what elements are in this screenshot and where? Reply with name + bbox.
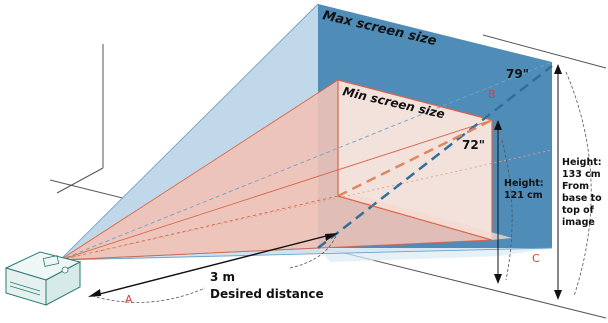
projector-lens [61,266,69,274]
min-height-arrow-top [494,120,502,130]
distance-arrowhead-end [325,233,338,241]
min-beam-lower [60,80,492,260]
projector-vent-1 [9,281,41,292]
distance-value-label: 3 m [210,270,235,284]
letter-a-label: A [125,293,133,306]
max-height-label-line4: base to [562,193,602,204]
min-height-bracket [501,139,513,281]
distance-bracket-left [91,287,206,303]
min-edge-right-bottom [59,239,493,261]
distance-caption-label: Desired distance [210,287,324,301]
max-edge-right-top [59,61,553,261]
max-height-label-line1: Height: [562,157,602,168]
min-diagonal-line [337,118,493,198]
max-screen-floor-shadow [318,248,552,262]
max-diagonal-line [317,65,553,249]
min-height-indicator [494,120,513,284]
max-edge-top [59,3,319,261]
distance-arrow-line [91,233,335,297]
max-edge-right-bottom [59,247,553,261]
min-screen [337,79,512,241]
min-screen-base-line [337,195,493,241]
min-height-arrow-bottom [494,274,502,284]
room-floor-edge-left [56,167,104,194]
projector-vent-2 [9,285,41,296]
diagonals [317,65,553,249]
min-edge-right-top [59,119,493,261]
letter-c-label: C [532,252,540,265]
max-diagonal-label: 79" [506,67,529,81]
min-height-label-line1: Height: [504,178,544,189]
max-height-label-line2: 133 cm [562,169,601,180]
projector-side [45,261,81,306]
max-height-label-line6: image [562,217,595,228]
min-diagonal-label: 72" [462,138,485,152]
max-height-label-line3: From [562,181,589,192]
min-height-label-line2: 121 cm [504,190,543,201]
distance-indicator [88,233,338,303]
max-height-arrow-top [554,64,562,74]
min-edge-top [59,79,339,261]
projector-panel [42,255,60,267]
min-screen-floor-shadow [338,196,512,240]
max-height-label-line5: top of [562,205,595,216]
max-height-arrow-bottom [554,290,562,300]
beam-edges [59,3,553,261]
max-height-indicator [554,64,592,300]
letter-b-label: B [488,88,496,101]
projector [4,251,82,306]
room-ceiling-edge [482,34,607,69]
distance-arrowhead-start [88,289,101,297]
center-ray [59,149,553,261]
distance-bracket-right [289,235,337,269]
